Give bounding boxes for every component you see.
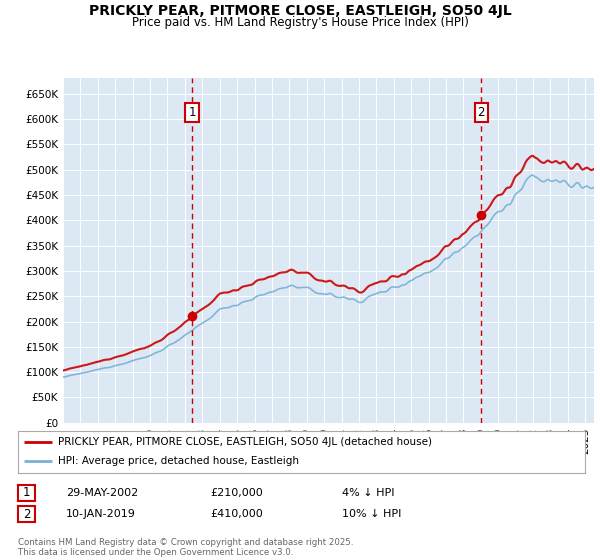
Text: Price paid vs. HM Land Registry's House Price Index (HPI): Price paid vs. HM Land Registry's House … <box>131 16 469 29</box>
Text: 2: 2 <box>478 106 485 119</box>
Text: PRICKLY PEAR, PITMORE CLOSE, EASTLEIGH, SO50 4JL: PRICKLY PEAR, PITMORE CLOSE, EASTLEIGH, … <box>89 4 511 18</box>
Text: 1: 1 <box>188 106 196 119</box>
Text: £210,000: £210,000 <box>210 488 263 498</box>
Text: 2: 2 <box>23 507 30 521</box>
Text: PRICKLY PEAR, PITMORE CLOSE, EASTLEIGH, SO50 4JL (detached house): PRICKLY PEAR, PITMORE CLOSE, EASTLEIGH, … <box>58 437 431 447</box>
Text: 4% ↓ HPI: 4% ↓ HPI <box>342 488 395 498</box>
Text: HPI: Average price, detached house, Eastleigh: HPI: Average price, detached house, East… <box>58 456 299 466</box>
Text: 29-MAY-2002: 29-MAY-2002 <box>66 488 138 498</box>
Text: 1: 1 <box>23 486 30 500</box>
Text: 10-JAN-2019: 10-JAN-2019 <box>66 509 136 519</box>
Text: Contains HM Land Registry data © Crown copyright and database right 2025.
This d: Contains HM Land Registry data © Crown c… <box>18 538 353 557</box>
Text: 10% ↓ HPI: 10% ↓ HPI <box>342 509 401 519</box>
Text: £410,000: £410,000 <box>210 509 263 519</box>
